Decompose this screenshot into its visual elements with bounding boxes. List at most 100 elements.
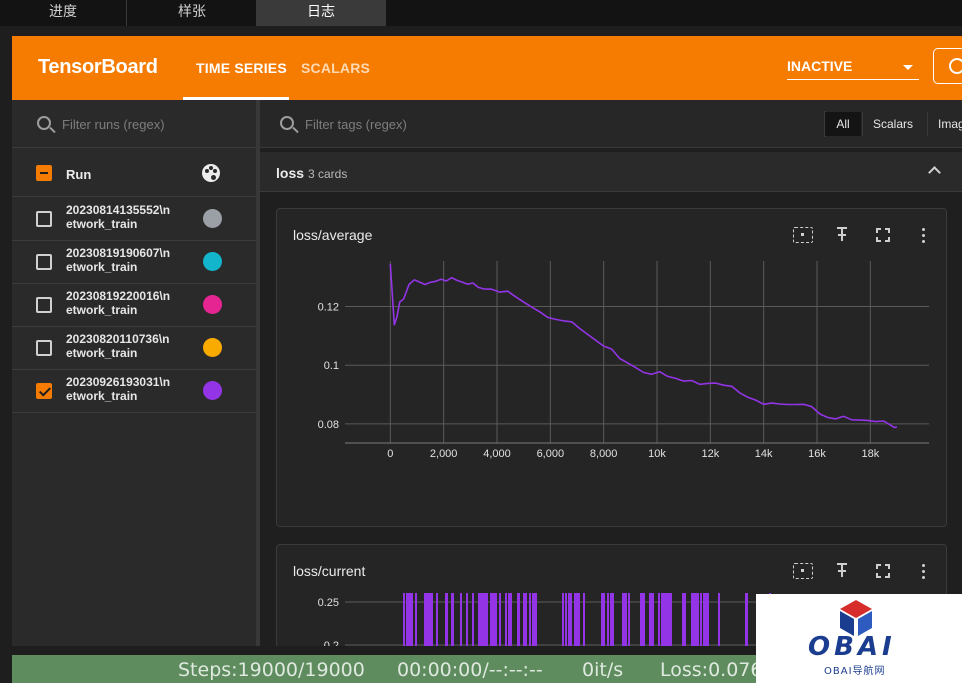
- run-color-swatch[interactable]: [203, 381, 222, 400]
- steps-counter: Steps:19000/19000: [178, 659, 365, 681]
- current-loss-spike: [691, 593, 694, 646]
- loss-current-chart[interactable]: 0.2 0.25: [277, 585, 947, 646]
- data-selection-icon[interactable]: [793, 563, 813, 579]
- current-loss-spike: [700, 593, 702, 646]
- current-loss-spike: [706, 593, 709, 646]
- filter-all-button[interactable]: All: [825, 112, 861, 136]
- run-filter-bar[interactable]: Filter runs (regex): [12, 100, 256, 148]
- pin-icon[interactable]: [833, 561, 853, 581]
- y-tick-label: 0.08: [318, 419, 339, 431]
- loss-average-chart[interactable]: 0 2,000 4,000 6,000 8,000 10k 12k 14k 16k 18k 0.08…: [277, 257, 947, 517]
- current-loss-spike: [628, 593, 630, 646]
- y-tick-label: 0.12: [318, 302, 339, 314]
- tag-group-header[interactable]: loss 3 cards: [260, 152, 962, 192]
- data-selection-icon[interactable]: [793, 227, 813, 243]
- current-loss-spike: [568, 593, 572, 646]
- tag-filter-bar: Filter tags (regex) All Scalars Imag: [260, 100, 962, 148]
- reload-status-label: INACTIVE: [787, 58, 853, 74]
- current-loss-spike: [670, 593, 672, 646]
- current-loss-spike: [661, 593, 664, 646]
- current-loss-spike: [667, 593, 670, 646]
- window-tab-samples[interactable]: 样张: [178, 4, 206, 20]
- current-loss-spike: [406, 593, 409, 646]
- tag-filter-input[interactable]: Filter tags (regex): [305, 117, 407, 132]
- select-all-checkbox[interactable]: [36, 165, 52, 181]
- run-row[interactable]: 20230926193031\n etwork_train: [12, 370, 256, 413]
- current-loss-spike: [499, 593, 501, 646]
- tensorboard-app: TensorBoard TIME SERIES SCALARS INACTIVE…: [12, 36, 962, 646]
- run-filter-input[interactable]: Filter runs (regex): [62, 117, 165, 132]
- runs-table-header: Run: [12, 149, 256, 197]
- current-loss-spike: [517, 593, 520, 646]
- pin-icon[interactable]: [833, 225, 853, 245]
- current-loss-spike: [718, 593, 720, 646]
- run-name: 20230820110736\n etwork_train: [66, 332, 170, 360]
- brand-title: TensorBoard: [38, 56, 158, 78]
- y-tick-label: 0.1: [324, 360, 339, 372]
- active-tab-indicator: [183, 97, 289, 100]
- help-button[interactable]: [933, 48, 962, 84]
- chevron-down-icon: [903, 65, 913, 70]
- current-loss-spike: [424, 593, 427, 646]
- fullscreen-icon[interactable]: [873, 561, 893, 581]
- window-tab-strip: 进度 样张 日志: [0, 0, 962, 26]
- run-checkbox[interactable]: [36, 340, 52, 356]
- current-loss-spike: [529, 593, 531, 646]
- current-loss-spike: [460, 593, 462, 646]
- current-loss-spike: [574, 593, 578, 646]
- x-tick-label: 6,000: [537, 448, 565, 460]
- run-checkbox[interactable]: [36, 297, 52, 313]
- run-name: 20230819220016\n etwork_train: [66, 289, 171, 317]
- plugin-type-filter: All Scalars Imag: [824, 111, 962, 137]
- x-tick-label: 12k: [701, 448, 719, 460]
- elapsed-time: 00:00:00/--:--:--: [397, 659, 543, 681]
- top-app-bar: TensorBoard TIME SERIES SCALARS INACTIVE: [12, 36, 962, 100]
- run-color-swatch[interactable]: [203, 295, 222, 314]
- current-loss-spike: [601, 593, 605, 646]
- tab-scalars[interactable]: SCALARS: [301, 60, 371, 76]
- run-row[interactable]: 20230820110736\n etwork_train: [12, 327, 256, 370]
- filter-scalars-button[interactable]: Scalars: [862, 112, 926, 136]
- run-row[interactable]: 20230819220016\n etwork_train: [12, 284, 256, 327]
- run-row[interactable]: 20230819190607\n etwork_train: [12, 241, 256, 284]
- current-loss-spike: [532, 593, 536, 646]
- run-color-swatch[interactable]: [203, 252, 222, 271]
- run-color-swatch[interactable]: [203, 338, 222, 357]
- runs-sidebar: Filter runs (regex) Run 20230814135552\n…: [12, 100, 256, 646]
- current-loss-spike: [535, 593, 537, 646]
- current-loss-spike: [610, 593, 614, 646]
- current-loss-spike: [625, 593, 627, 646]
- current-loss-spike: [577, 593, 580, 646]
- window-tab-progress[interactable]: 进度: [49, 4, 77, 20]
- sidebar-resize-handle[interactable]: [256, 100, 260, 646]
- current-loss-spike: [745, 593, 748, 646]
- tab-time-series[interactable]: TIME SERIES: [196, 60, 287, 76]
- watermark-subtext: OBAI导航网: [824, 666, 886, 677]
- reload-status-select[interactable]: INACTIVE: [787, 56, 919, 80]
- current-loss-spike: [415, 593, 417, 646]
- current-loss-spike: [643, 593, 645, 646]
- palette-icon[interactable]: [202, 164, 220, 182]
- more-vert-icon[interactable]: [913, 561, 933, 581]
- run-checkbox[interactable]: [36, 254, 52, 270]
- iteration-rate: 0it/s: [582, 659, 624, 681]
- current-loss-spike: [640, 593, 643, 646]
- loss-readout: Loss:0.076: [660, 659, 763, 681]
- fullscreen-icon[interactable]: [873, 225, 893, 245]
- run-checkbox[interactable]: [36, 383, 52, 399]
- watermark-logo: [840, 600, 872, 636]
- x-tick-label: 10k: [648, 448, 666, 460]
- current-loss-spike: [490, 593, 493, 646]
- x-tick-label: 14k: [755, 448, 773, 460]
- run-checkbox[interactable]: [36, 211, 52, 227]
- current-loss-spike: [658, 593, 660, 646]
- run-color-swatch[interactable]: [203, 209, 222, 228]
- run-row[interactable]: 20230814135552\n etwork_train: [12, 198, 256, 241]
- more-vert-icon[interactable]: [913, 225, 933, 245]
- filter-images-button[interactable]: Imag: [927, 112, 962, 136]
- chevron-up-icon[interactable]: [928, 166, 941, 179]
- scalar-card: loss/average 0 2,000 4,000 6,000 8,000 10k 12k…: [276, 208, 947, 527]
- window-tab-log[interactable]: 日志: [256, 0, 386, 26]
- info-icon: [949, 58, 962, 74]
- x-tick-label: 8,000: [590, 448, 618, 460]
